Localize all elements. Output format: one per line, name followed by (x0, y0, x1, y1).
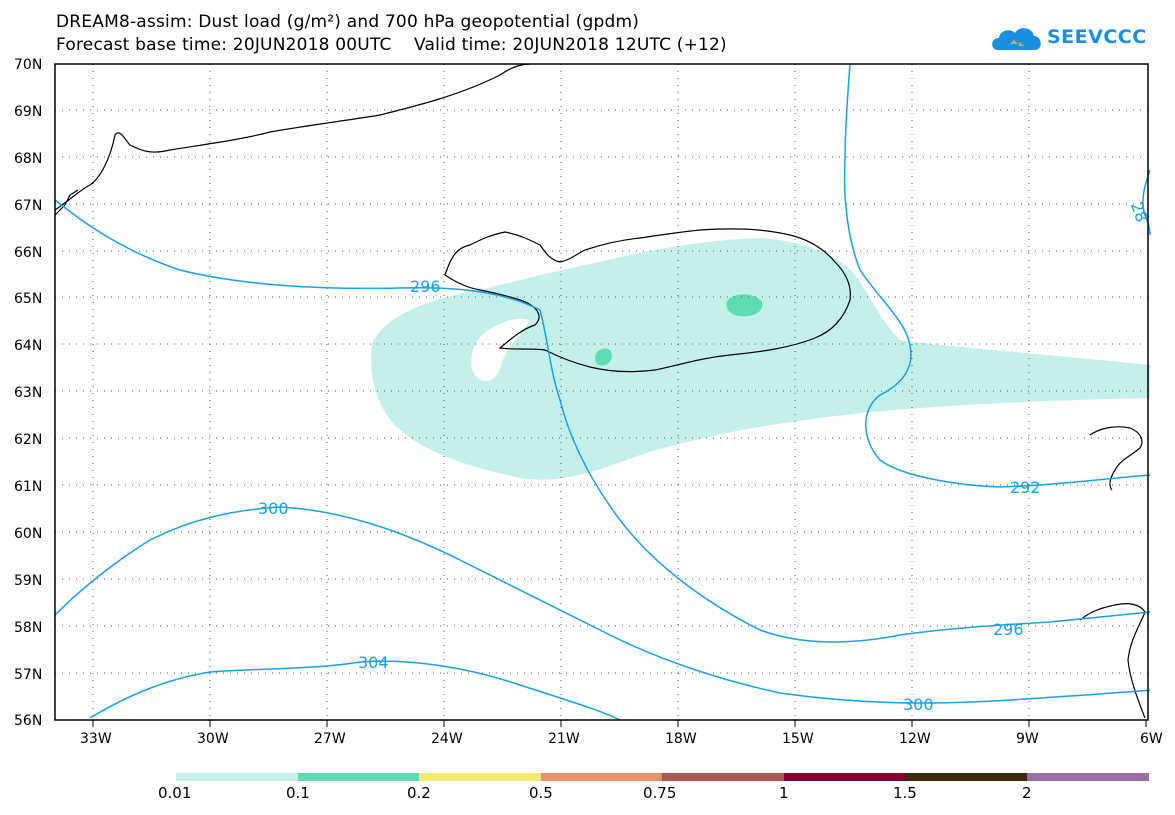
contour-label: 304 (358, 653, 389, 672)
lat-label: 61N (14, 479, 42, 495)
contour-label: 296 (410, 277, 441, 296)
lat-label: 56N (14, 713, 42, 729)
chart-title-line-2: Forecast base time: 20JUN2018 00UTC Vali… (56, 35, 727, 55)
lat-label: 65N (14, 291, 42, 307)
legend-swatch (541, 773, 662, 781)
logo-text: SEEVCCC (1047, 26, 1147, 48)
legend-label: 0.75 (643, 784, 677, 802)
lon-label: 18W (665, 731, 697, 747)
lon-label: 30W (197, 731, 229, 747)
lon-label: 27W (314, 731, 346, 747)
lat-label: 66N (14, 245, 42, 261)
legend-swatch (1027, 773, 1149, 781)
legend-label: 0.2 (407, 784, 431, 802)
legend-swatch (906, 773, 1027, 781)
dust-area-medium-1 (726, 294, 763, 317)
legend-swatch (784, 773, 906, 781)
dust-area-medium-2 (595, 348, 612, 366)
legend-swatch (176, 773, 298, 781)
lon-label: 33W (80, 731, 112, 747)
legend-label: 2 (1022, 784, 1032, 802)
legend-label: 0.5 (529, 784, 553, 802)
dust-gap (471, 318, 530, 382)
graticule (55, 64, 1148, 720)
legend-colorbar (176, 773, 1149, 781)
legend-swatch (298, 773, 419, 781)
legend-swatch (662, 773, 784, 781)
lon-label: 6W (1140, 731, 1163, 747)
lat-label: 64N (14, 338, 42, 354)
lat-label: 59N (14, 573, 42, 589)
lat-label: 63N (14, 385, 42, 401)
lat-label: 67N (14, 198, 42, 214)
longitude-labels: 33W 30W 27W 24W 21W 18W 15W 12W 9W 6W (80, 731, 1163, 747)
lat-label: 60N (14, 526, 42, 542)
lat-label: 69N (14, 104, 42, 120)
lon-label: 9W (1016, 731, 1039, 747)
latitude-labels: 70N 69N 68N 67N 66N 65N 64N 63N 62N 61N … (14, 57, 42, 729)
legend-label: 0.01 (158, 784, 192, 802)
tick-marks (92, 720, 1147, 727)
map-frame (54, 63, 1149, 721)
lon-label: 21W (548, 731, 580, 747)
lat-label: 68N (14, 151, 42, 167)
lat-label: 58N (14, 620, 42, 636)
legend-label: 0.1 (286, 784, 310, 802)
legend-swatch (419, 773, 541, 781)
lat-label: 62N (14, 432, 42, 448)
contour-label: 300 (903, 695, 934, 714)
contour-label: 296 (993, 620, 1024, 639)
legend-label: 1 (779, 784, 789, 802)
legend-label: 1.5 (893, 784, 917, 802)
lat-label: 70N (14, 57, 42, 73)
contour-label: 292 (1010, 478, 1041, 497)
lon-label: 12W (899, 731, 931, 747)
contours (54, 63, 1151, 721)
chart-title-line-1: DREAM8-assim: Dust load (g/m²) and 700 h… (56, 12, 640, 32)
lat-label: 57N (14, 667, 42, 683)
lon-label: 24W (431, 731, 463, 747)
contour-label: 300 (258, 499, 289, 518)
cloud-logo-icon (992, 28, 1041, 50)
lon-label: 15W (782, 731, 814, 747)
